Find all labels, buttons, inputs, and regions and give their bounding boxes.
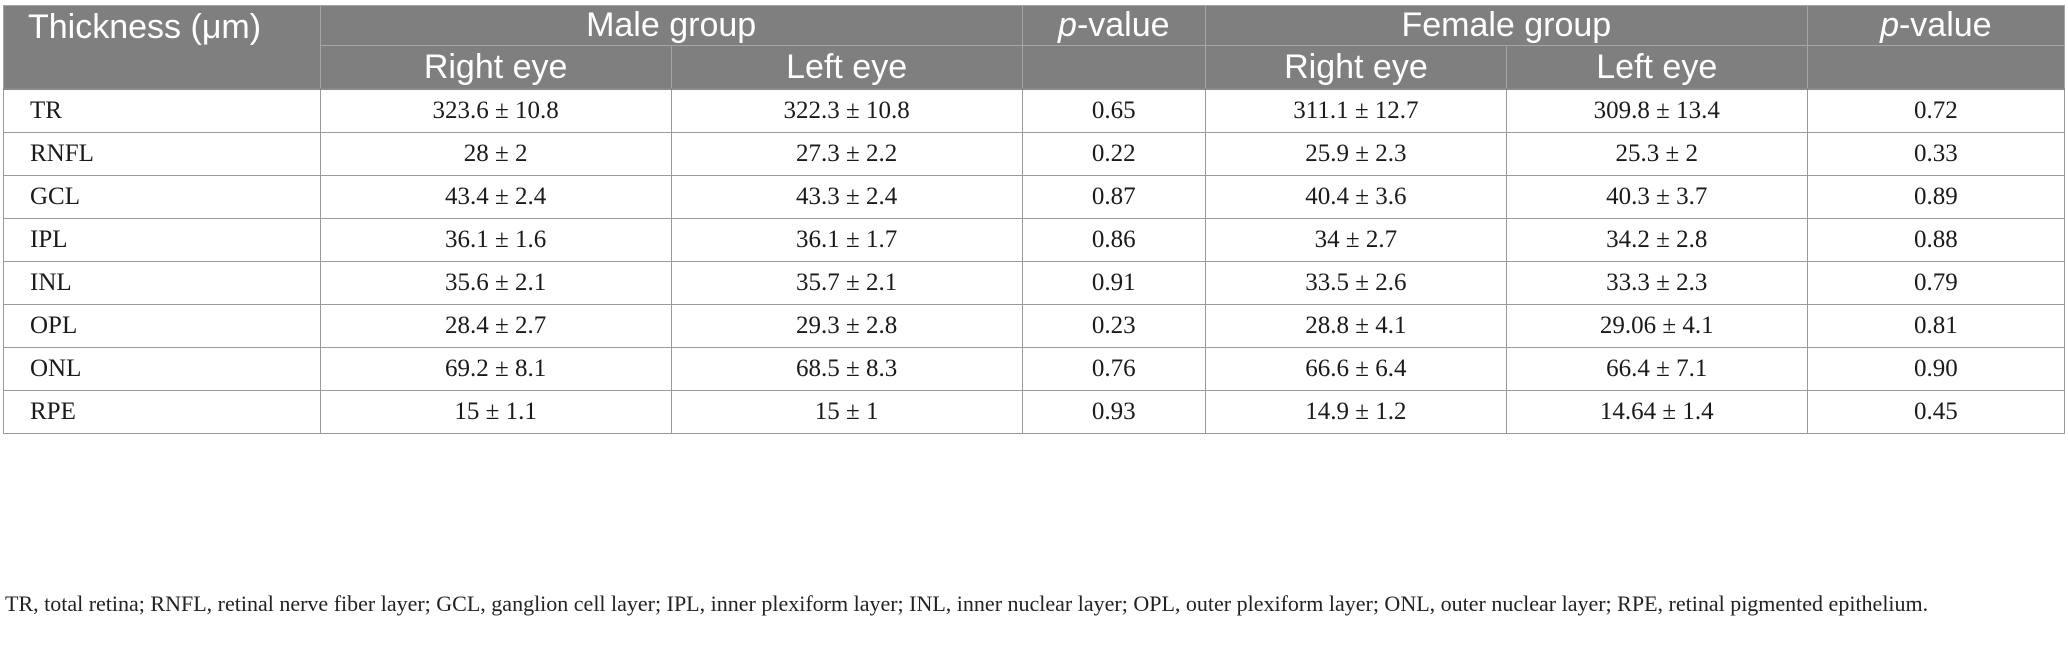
row-label: RPE (3, 390, 321, 434)
male-left-eye-cell: 15 ± 1 (670, 390, 1023, 434)
row-label: RNFL (3, 132, 321, 176)
male-left-eye-cell: 322.3 ± 10.8 (670, 88, 1023, 133)
male-p-value-cell: 0.23 (1021, 304, 1207, 348)
female-left-eye-cell: 29.06 ± 4.1 (1505, 304, 1808, 348)
male-p-value-cell: 0.93 (1021, 390, 1207, 434)
female-p-value-cell: 0.79 (1806, 261, 2066, 305)
female-left-eye-cell: 40.3 ± 3.7 (1505, 175, 1808, 219)
row-label: ONL (3, 347, 321, 391)
male-p-value-cell: 0.91 (1021, 261, 1207, 305)
male-left-eye-cell: 27.3 ± 2.2 (670, 132, 1023, 176)
male-right-eye-cell: 69.2 ± 8.1 (319, 347, 672, 391)
row-label: TR (3, 88, 321, 133)
female-right-eye-cell: 28.8 ± 4.1 (1205, 304, 1507, 348)
header-male-right-eye: Right eye (319, 45, 672, 90)
female-right-eye-cell: 311.1 ± 12.7 (1205, 88, 1507, 133)
male-p-value-cell: 0.87 (1021, 175, 1207, 219)
p-value-suffix: -value (1898, 6, 1992, 44)
female-right-eye-cell: 40.4 ± 3.6 (1205, 175, 1507, 219)
male-left-eye-cell: 36.1 ± 1.7 (670, 218, 1023, 262)
female-p-value-cell: 0.81 (1806, 304, 2066, 348)
male-left-eye-cell: 35.7 ± 2.1 (670, 261, 1023, 305)
female-p-value-cell: 0.45 (1806, 390, 2066, 434)
table-row: INL 35.6 ± 2.1 35.7 ± 2.1 0.91 33.5 ± 2.… (3, 261, 2066, 305)
male-left-eye-cell: 68.5 ± 8.3 (670, 347, 1023, 391)
female-left-eye-cell: 34.2 ± 2.8 (1505, 218, 1808, 262)
table-row: ONL 69.2 ± 8.1 68.5 ± 8.3 0.76 66.6 ± 6.… (3, 347, 2066, 391)
table-footnote: TR, total retina; RNFL, retinal nerve fi… (5, 591, 1929, 616)
female-p-value-cell: 0.72 (1806, 88, 2066, 133)
row-label: IPL (3, 218, 321, 262)
header-male-p-value: p-value (1021, 5, 1207, 46)
row-label: GCL (3, 175, 321, 219)
female-p-value-cell: 0.90 (1806, 347, 2066, 391)
header-male-left-eye: Left eye (670, 45, 1023, 90)
male-right-eye-cell: 43.4 ± 2.4 (319, 175, 672, 219)
header-female-left-eye: Left eye (1505, 45, 1808, 90)
male-left-eye-cell: 29.3 ± 2.8 (670, 304, 1023, 348)
male-left-eye-cell: 43.3 ± 2.4 (670, 175, 1023, 219)
female-p-value-cell: 0.88 (1806, 218, 2066, 262)
male-p-value-cell: 0.22 (1021, 132, 1207, 176)
female-right-eye-cell: 14.9 ± 1.2 (1205, 390, 1507, 434)
male-p-value-cell: 0.65 (1021, 88, 1207, 133)
table-row: RNFL 28 ± 2 27.3 ± 2.2 0.22 25.9 ± 2.3 2… (3, 132, 2066, 176)
row-label: INL (3, 261, 321, 305)
p-value-suffix: -value (1076, 6, 1170, 44)
female-left-eye-cell: 14.64 ± 1.4 (1505, 390, 1808, 434)
female-right-eye-cell: 34 ± 2.7 (1205, 218, 1507, 262)
table-row: TR 323.6 ± 10.8 322.3 ± 10.8 0.65 311.1 … (3, 88, 2066, 133)
female-p-value-cell: 0.89 (1806, 175, 2066, 219)
male-p-value-cell: 0.86 (1021, 218, 1207, 262)
header-female-group: Female group (1205, 5, 1808, 46)
male-right-eye-cell: 15 ± 1.1 (319, 390, 672, 434)
female-p-value-cell: 0.33 (1806, 132, 2066, 176)
header-male-group: Male group (319, 5, 1023, 46)
table-row: IPL 36.1 ± 1.6 36.1 ± 1.7 0.86 34 ± 2.7 … (3, 218, 2066, 262)
male-right-eye-cell: 35.6 ± 2.1 (319, 261, 672, 305)
header-male-p-blank (1021, 45, 1207, 90)
female-right-eye-cell: 66.6 ± 6.4 (1205, 347, 1507, 391)
female-left-eye-cell: 66.4 ± 7.1 (1505, 347, 1808, 391)
female-right-eye-cell: 33.5 ± 2.6 (1205, 261, 1507, 305)
header-female-p-value: p-value (1806, 5, 2066, 46)
header-thickness: Thickness (μm) (3, 5, 321, 90)
female-right-eye-cell: 25.9 ± 2.3 (1205, 132, 1507, 176)
male-p-value-cell: 0.76 (1021, 347, 1207, 391)
retinal-thickness-table: Thickness (μm) Male group p-value Female… (3, 5, 2066, 434)
p-italic: p (1058, 6, 1077, 44)
male-right-eye-cell: 323.6 ± 10.8 (319, 88, 672, 133)
female-left-eye-cell: 33.3 ± 2.3 (1505, 261, 1808, 305)
male-right-eye-cell: 28 ± 2 (319, 132, 672, 176)
male-right-eye-cell: 28.4 ± 2.7 (319, 304, 672, 348)
table-row: GCL 43.4 ± 2.4 43.3 ± 2.4 0.87 40.4 ± 3.… (3, 175, 2066, 219)
female-left-eye-cell: 309.8 ± 13.4 (1505, 88, 1808, 133)
row-label: OPL (3, 304, 321, 348)
header-female-p-blank (1806, 45, 2066, 90)
p-italic: p (1880, 6, 1899, 44)
female-left-eye-cell: 25.3 ± 2 (1505, 132, 1808, 176)
header-female-right-eye: Right eye (1205, 45, 1507, 90)
table-row: OPL 28.4 ± 2.7 29.3 ± 2.8 0.23 28.8 ± 4.… (3, 304, 2066, 348)
table-row: RPE 15 ± 1.1 15 ± 1 0.93 14.9 ± 1.2 14.6… (3, 390, 2066, 434)
male-right-eye-cell: 36.1 ± 1.6 (319, 218, 672, 262)
